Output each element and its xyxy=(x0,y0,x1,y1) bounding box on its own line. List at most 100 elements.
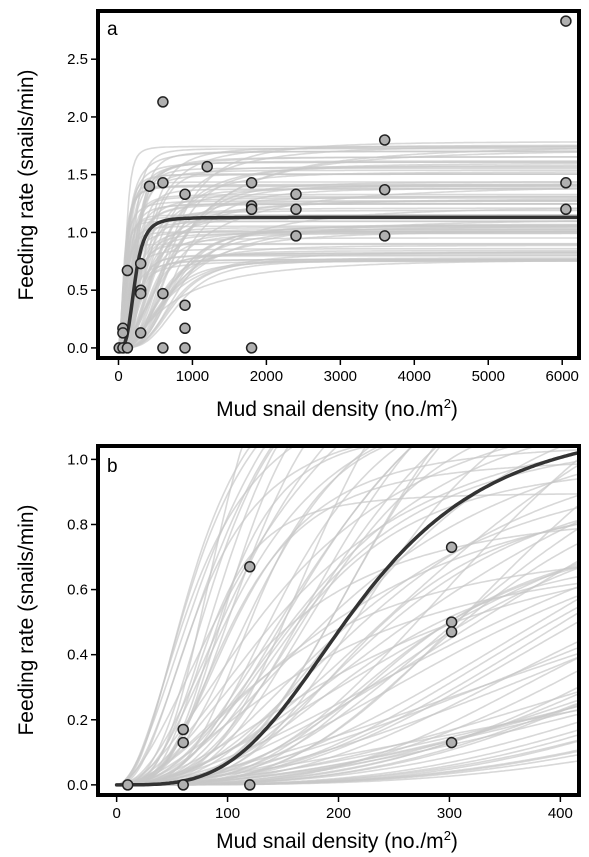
posterior-curve xyxy=(117,209,577,349)
x-tick-label: 1000 xyxy=(176,368,209,385)
x-axis-ticks: 0 1000 2000 3000 4000 5000 6000 xyxy=(114,360,579,385)
data-point xyxy=(157,342,169,354)
x-tick-label: 6000 xyxy=(546,368,579,385)
data-point xyxy=(134,327,147,339)
posterior-curve xyxy=(118,249,577,349)
posterior-curve xyxy=(118,225,577,349)
x-tick-label: 400 xyxy=(548,805,573,822)
data-point xyxy=(290,203,302,216)
posterior-curve xyxy=(117,181,577,349)
data-point xyxy=(378,183,391,196)
y-axis-ticks: 0.0 0.2 0.4 0.6 0.8 1.0 xyxy=(67,451,96,794)
data-point xyxy=(157,287,169,300)
posterior-curve xyxy=(116,576,578,786)
data-point xyxy=(445,541,458,554)
data-point xyxy=(378,230,391,242)
data-point xyxy=(143,180,156,192)
data-point xyxy=(157,177,169,189)
data-point xyxy=(245,342,258,354)
posterior-curve xyxy=(118,237,577,349)
posterior-curve xyxy=(118,183,577,349)
x-tick-label: 100 xyxy=(215,805,240,822)
posterior-curve xyxy=(116,587,578,786)
posterior-curve xyxy=(116,653,578,786)
x-tick-label: 2000 xyxy=(250,368,283,385)
data-point xyxy=(179,299,191,311)
y-tick-label: 0.8 xyxy=(67,516,88,533)
data-point xyxy=(177,779,189,791)
data-point xyxy=(445,736,458,749)
data-points xyxy=(113,15,572,354)
posterior-curve xyxy=(117,156,577,349)
y-tick-label: 0.0 xyxy=(67,340,88,357)
x-axis-ticks: 0 100 200 300 400 xyxy=(112,797,573,822)
posterior-curve xyxy=(116,478,578,786)
data-point xyxy=(201,160,213,173)
data-point xyxy=(245,177,258,189)
data-point xyxy=(179,322,191,335)
data-point xyxy=(244,779,256,791)
y-tick-label: 0.2 xyxy=(67,712,88,729)
posterior-curve xyxy=(118,199,577,349)
y-tick-label: 1.0 xyxy=(67,451,88,468)
x-axis-title: Mud snail density (no./m2) xyxy=(216,828,458,853)
posterior-curve xyxy=(118,166,577,349)
posterior-curve xyxy=(116,495,578,786)
y-tick-label: 0.4 xyxy=(67,647,88,664)
panel-label: a xyxy=(107,19,118,40)
fitted-curve xyxy=(116,215,579,350)
y-tick-label: 0.6 xyxy=(67,582,88,599)
posterior-curve xyxy=(118,260,577,349)
data-point xyxy=(177,723,189,736)
y-tick-label: 0.0 xyxy=(67,777,88,794)
panel-b: 0 100 200 300 400 0.0 0.2 0.4 0.6 0.8 1.0 b Feedi… xyxy=(15,444,581,853)
data-point xyxy=(244,561,256,573)
data-point xyxy=(177,736,189,749)
posterior-curve xyxy=(117,225,577,349)
posterior-curve xyxy=(118,141,577,349)
posterior-curve xyxy=(118,151,578,349)
y-tick-label: 2.5 xyxy=(67,51,88,68)
data-point xyxy=(179,188,191,201)
x-axis-title: Mud snail density (no./m2) xyxy=(216,396,458,421)
data-point xyxy=(134,287,147,300)
y-tick-label: 1.0 xyxy=(67,224,88,241)
x-tick-label: 4000 xyxy=(398,368,431,385)
data-point xyxy=(445,626,458,638)
data-point xyxy=(121,342,134,354)
x-tick-label: 0 xyxy=(114,368,122,385)
y-tick-label: 2.0 xyxy=(67,109,88,126)
data-point xyxy=(121,779,134,791)
posterior-curve xyxy=(117,207,577,349)
data-point xyxy=(157,96,169,108)
posterior-curves xyxy=(117,141,578,349)
panel-a: 0 1000 2000 3000 4000 5000 6000 0.0 0.5 1.0 1.5 2.… xyxy=(15,9,581,421)
posterior-curve xyxy=(118,147,577,349)
data-point xyxy=(121,264,134,277)
x-tick-label: 300 xyxy=(437,805,462,822)
data-point xyxy=(378,134,391,146)
posterior-curve xyxy=(117,251,577,349)
data-point xyxy=(560,203,572,216)
x-tick-label: 200 xyxy=(326,805,351,822)
y-tick-label: 0.5 xyxy=(67,282,88,299)
posterior-curve xyxy=(117,230,577,349)
data-point xyxy=(245,203,258,216)
data-point xyxy=(290,188,302,201)
x-tick-label: 0 xyxy=(112,805,120,822)
posterior-curve xyxy=(116,523,578,786)
y-axis-ticks: 0.0 0.5 1.0 1.5 2.0 2.5 xyxy=(67,51,96,357)
plot-frame xyxy=(96,444,581,797)
data-point xyxy=(560,177,572,189)
posterior-curve xyxy=(116,453,578,786)
posterior-curve xyxy=(118,187,577,349)
posterior-curve xyxy=(116,691,578,786)
data-point xyxy=(134,257,147,270)
posterior-curve xyxy=(118,244,577,349)
posterior-curve xyxy=(116,528,578,786)
data-point xyxy=(560,15,572,27)
y-tick-label: 1.5 xyxy=(67,167,88,184)
data-point xyxy=(179,342,191,354)
data-point xyxy=(117,327,129,339)
